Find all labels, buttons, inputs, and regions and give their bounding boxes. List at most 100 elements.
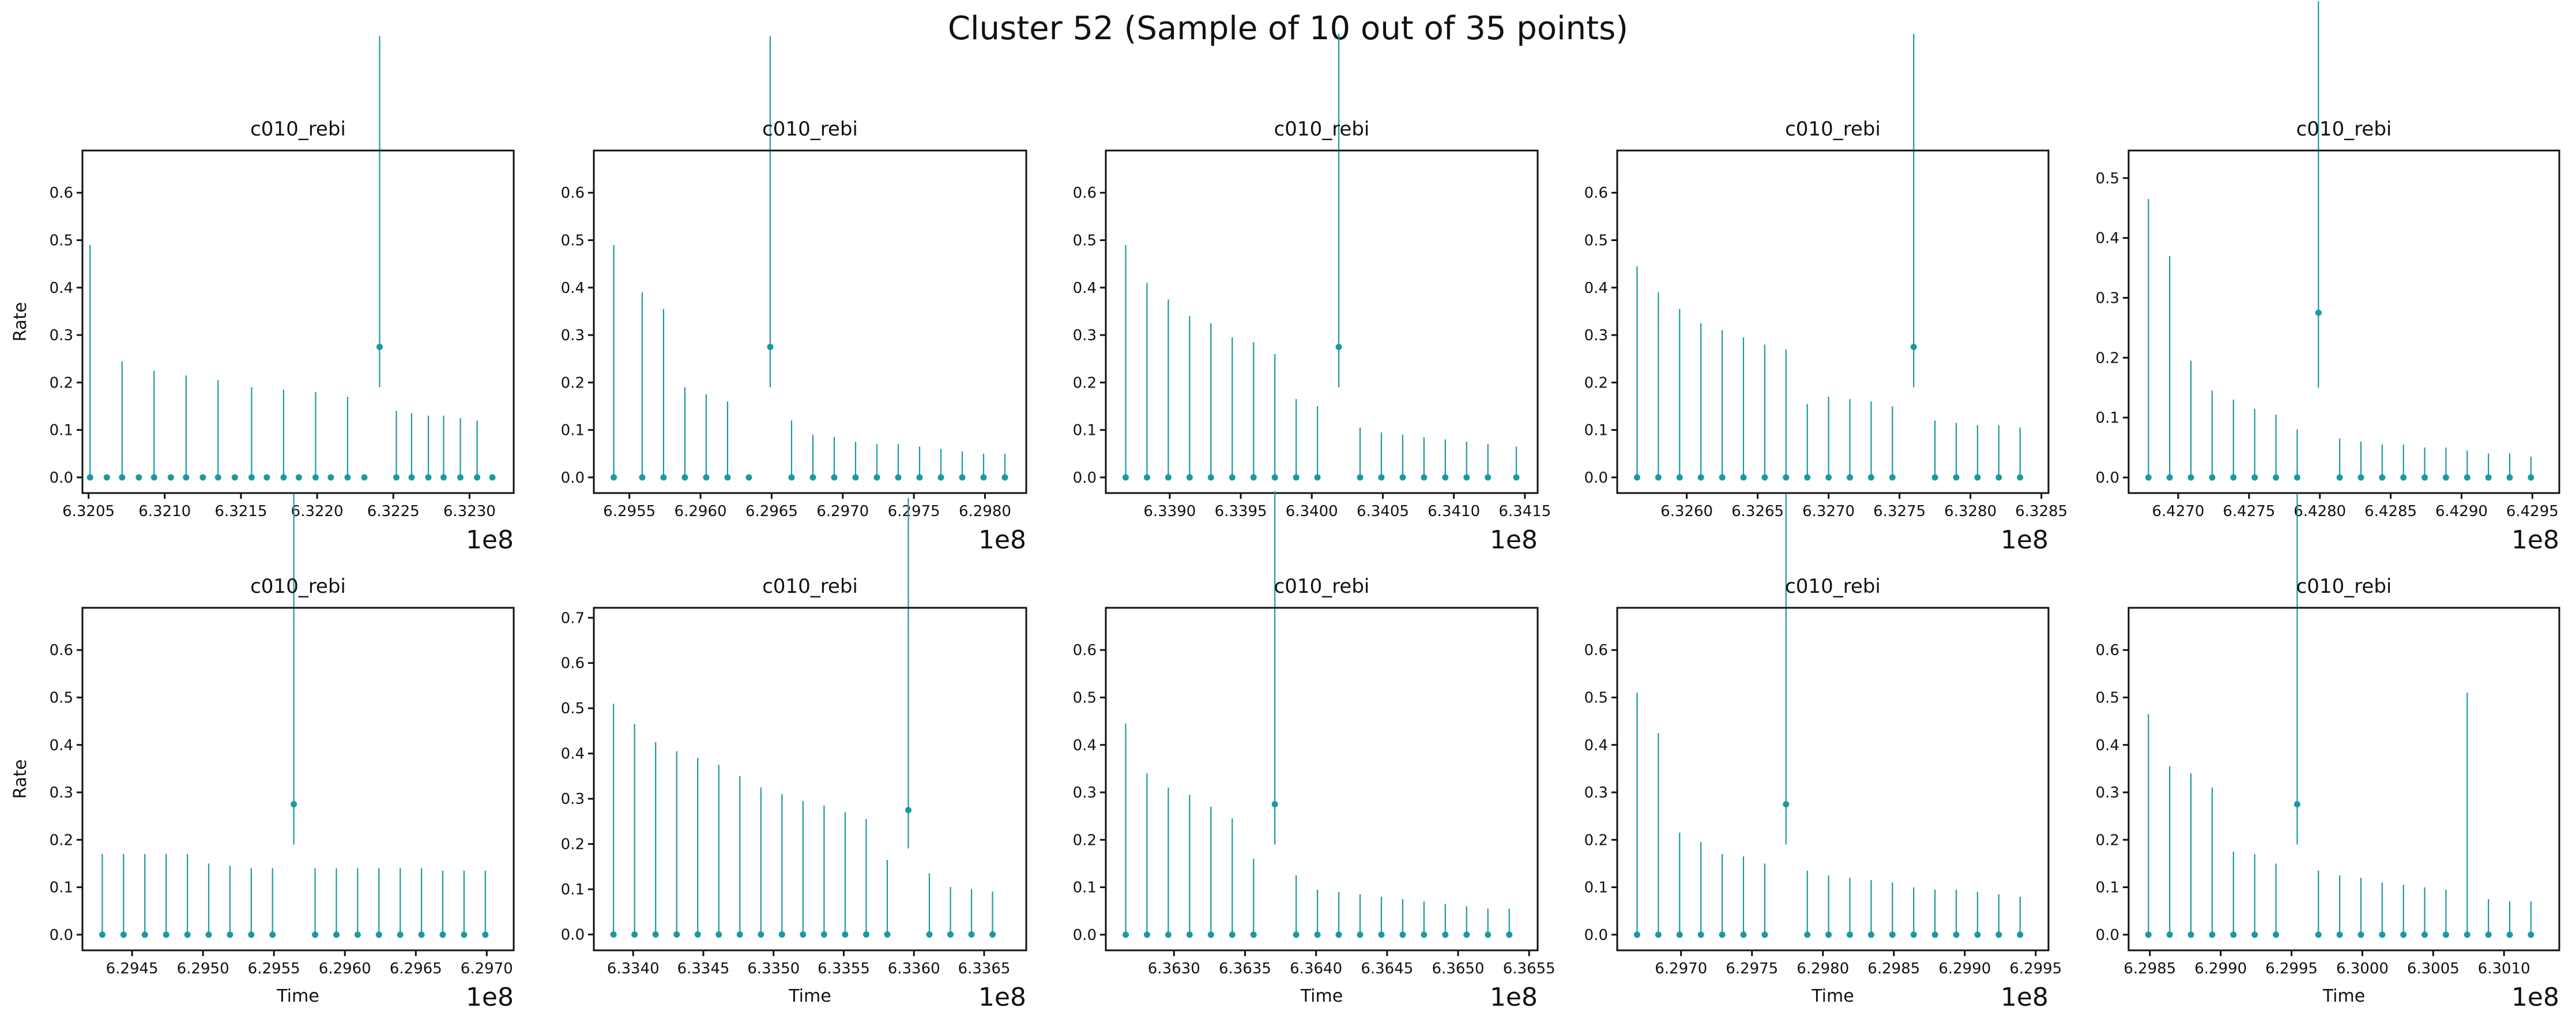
x-tick-label: 6.3215 <box>214 503 267 520</box>
y-tick-label: 0.2 <box>50 832 73 849</box>
data-point <box>327 474 334 481</box>
data-point <box>1995 474 2002 481</box>
data-point <box>1931 474 1938 481</box>
x-offset-label: 1e8 <box>978 983 1026 1012</box>
data-point <box>937 474 944 481</box>
data-point <box>758 931 764 938</box>
data-point <box>269 931 276 938</box>
x-tick-label: 6.2965 <box>390 960 442 977</box>
x-tick-label: 6.2980 <box>1797 960 1849 977</box>
data-point <box>1719 931 1726 938</box>
data-point <box>248 931 255 938</box>
x-tick-label: 6.2970 <box>1655 960 1707 977</box>
data-point <box>408 474 415 481</box>
x-tick-label: 6.3275 <box>1873 503 1926 520</box>
data-point <box>2336 931 2343 938</box>
data-point <box>1804 931 1811 938</box>
y-tick-label: 0.4 <box>50 280 73 297</box>
data-point <box>1867 931 1874 938</box>
x-tick-label: 6.2960 <box>675 503 727 520</box>
data-point <box>167 474 174 481</box>
y-tick-label: 0.2 <box>561 836 585 853</box>
data-point <box>1271 474 1278 481</box>
x-tick-label: 6.2985 <box>1867 960 1920 977</box>
y-tick-label: 0.2 <box>1584 832 1608 849</box>
data-point <box>1293 474 1300 481</box>
data-point <box>2145 931 2152 938</box>
y-tick-label: 0.3 <box>1584 327 1608 344</box>
data-point <box>2145 474 2152 481</box>
data-point <box>1421 931 1428 938</box>
x-tick-label: 6.2970 <box>461 960 513 977</box>
subplot-5: 6.4270 6.4275 6.4280 6.4285 6.4290 6.4295 0.0 0… <box>2096 1 2560 555</box>
data-point <box>905 807 912 814</box>
data-point <box>2293 474 2300 481</box>
x-tick-label: 6.3205 <box>62 503 115 520</box>
data-point <box>1740 474 1747 481</box>
data-point <box>1633 474 1640 481</box>
x-tick-label: 6.2955 <box>248 960 300 977</box>
x-tick-label: 6.3280 <box>1944 503 1997 520</box>
y-tick-label: 0.3 <box>1584 784 1608 802</box>
data-point <box>2293 801 2300 808</box>
data-point <box>831 474 838 481</box>
x-tick-label: 6.2975 <box>1726 960 1778 977</box>
data-point <box>2017 474 2024 481</box>
y-tick-label: 0.2 <box>561 374 585 392</box>
x-tick-label: 6.4280 <box>2293 503 2346 520</box>
y-tick-label: 0.3 <box>2096 289 2119 307</box>
data-point <box>788 474 795 481</box>
x-tick-label: 6.2975 <box>888 503 940 520</box>
data-point <box>205 931 212 938</box>
y-tick-label: 0.6 <box>1073 185 1097 202</box>
subplot-title: c010_rebi <box>1785 575 1881 598</box>
data-point <box>361 474 368 481</box>
data-point <box>2357 931 2364 938</box>
data-point <box>2315 931 2322 938</box>
subplot-title: c010_rebi <box>1274 575 1370 598</box>
y-tick-label: 0.5 <box>1584 232 1608 249</box>
data-point <box>376 344 383 351</box>
data-point <box>863 931 869 938</box>
data-point <box>119 474 126 481</box>
y-tick-label: 0.4 <box>1584 737 1608 754</box>
y-tick-label: 0.1 <box>50 422 73 439</box>
data-point <box>1143 474 1150 481</box>
data-point <box>489 474 496 481</box>
data-point <box>135 474 142 481</box>
x-offset-label: 1e8 <box>978 525 1026 555</box>
data-point <box>344 474 351 481</box>
axes-frame <box>593 149 1027 494</box>
data-point <box>375 931 382 938</box>
x-tick-label: 6.3270 <box>1802 503 1855 520</box>
data-point <box>1335 931 1342 938</box>
y-tick-label: 0.0 <box>561 469 585 487</box>
data-point <box>99 931 106 938</box>
y-tick-label: 0.6 <box>1073 642 1097 659</box>
x-tick-label: 6.2945 <box>106 960 159 977</box>
x-tick-label: 6.2970 <box>816 503 869 520</box>
subplot-title: c010_rebi <box>2296 575 2392 598</box>
data-point <box>873 474 880 481</box>
y-tick-label: 0.3 <box>1073 784 1097 802</box>
y-tick-label: 0.4 <box>561 746 585 763</box>
data-point <box>1165 474 1172 481</box>
subplot-title: c010_rebi <box>762 118 858 141</box>
subplot-8: 6.3630 6.3635 6.3640 6.3645 6.3650 6.3655 0.0 0… <box>1073 491 1556 1012</box>
y-tick-label: 0.4 <box>1073 280 1097 297</box>
data-point <box>1931 931 1938 938</box>
data-point <box>418 931 425 938</box>
x-tick-label: 6.3265 <box>1731 503 1784 520</box>
data-point <box>1761 931 1768 938</box>
data-point <box>199 474 206 481</box>
y-tick-label: 0.5 <box>50 232 73 249</box>
axes-frame <box>2127 149 2560 494</box>
data-point <box>736 931 743 938</box>
data-point <box>2273 474 2280 481</box>
y-tick-label: 0.0 <box>1584 469 1608 487</box>
data-point <box>1357 474 1364 481</box>
data-point <box>2230 474 2237 481</box>
data-point <box>724 474 731 481</box>
axes-frame <box>81 607 515 951</box>
data-point <box>1314 931 1321 938</box>
